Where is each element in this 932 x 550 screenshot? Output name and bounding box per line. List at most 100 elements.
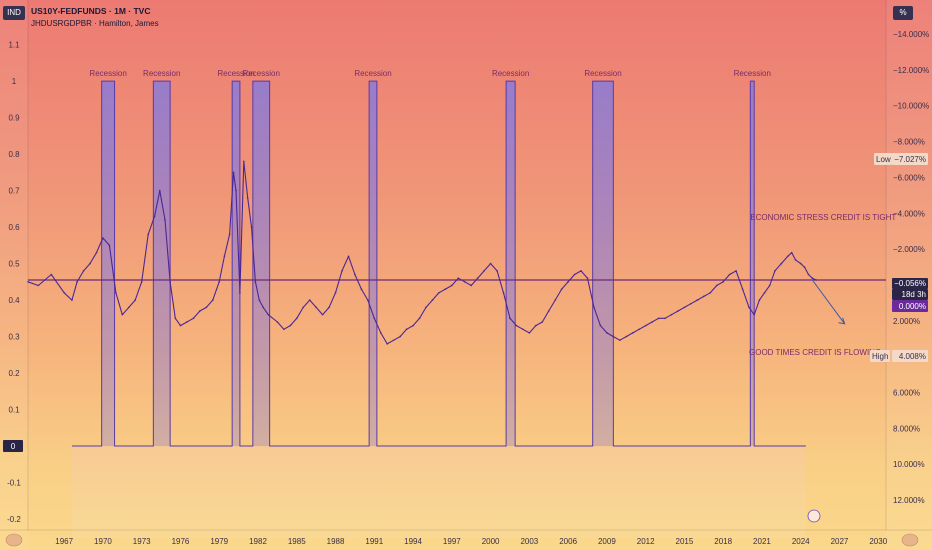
x-tick-label: 1982 (249, 537, 267, 546)
recession-indicator-line (71, 80, 806, 447)
spread-point-38 (254, 280, 257, 283)
recession-bar-1 (101, 81, 115, 447)
spread-point-53 (347, 255, 350, 258)
spread-point-96 (625, 335, 628, 338)
indicator-badge[interactable]: IND (3, 6, 25, 20)
spread-point-52 (341, 269, 343, 272)
spread-point-9 (95, 251, 98, 254)
left-tick-label: 1.1 (8, 41, 20, 50)
left-axis-strip (0, 0, 28, 550)
spread-line (27, 160, 817, 345)
spread-point-91 (593, 306, 595, 309)
percent-scale-badge[interactable]: % (893, 6, 913, 20)
spread-point-113 (735, 269, 738, 272)
x-tick-label: 2006 (559, 537, 577, 546)
spread-point-27 (205, 306, 208, 309)
left-tick-label: 0.8 (8, 150, 20, 159)
recession-label-5: Recession (354, 69, 391, 78)
spread-point-108 (702, 295, 705, 298)
spread-point-48 (315, 306, 318, 309)
high-value: 4.008% (899, 352, 926, 361)
projection-arrow (811, 279, 846, 325)
x-tick-label: 1967 (55, 537, 73, 546)
low-value: −7.027% (894, 155, 926, 164)
spread-point-54 (354, 273, 356, 276)
right-tick-label: −4.000% (893, 209, 925, 218)
spread-point-72 (470, 284, 473, 287)
left-tick-label: -0.2 (7, 515, 21, 524)
recession-bar-2 (153, 81, 171, 447)
spread-point-66 (431, 299, 434, 301)
spread-point-56 (366, 299, 369, 301)
recession-bar-4 (252, 81, 270, 447)
spread-point-69 (450, 284, 453, 287)
spread-point-37 (250, 226, 253, 228)
recession-baseline-area (71, 446, 806, 538)
spread-point-44 (289, 324, 292, 327)
spread-point-5 (71, 299, 73, 301)
recession-bar-3 (232, 81, 240, 447)
spread-point-128 (811, 277, 814, 280)
projection-arrow-head (838, 317, 846, 325)
spread-point-109 (709, 291, 712, 294)
spread-point-126 (803, 266, 806, 269)
spread-point-62 (405, 328, 408, 331)
recession-label-7: Recession (584, 69, 621, 78)
recession-label-3: Recession (217, 69, 254, 78)
spread-point-70 (457, 277, 460, 280)
spread-point-33 (235, 189, 237, 192)
spread-point-129 (815, 279, 818, 281)
x-tick-label: 1976 (172, 537, 190, 546)
spread-point-120 (773, 269, 776, 272)
spread-point-2 (37, 284, 40, 287)
recession-bar-8 (750, 81, 755, 447)
spread-point-19 (158, 189, 161, 192)
chart-subtitle: JHDUSRGDPBR · Hamilton, James (31, 19, 159, 28)
spread-point-40 (262, 306, 265, 309)
spread-point-82 (534, 324, 537, 327)
x-tick-label: 2012 (637, 537, 655, 546)
spread-point-14 (127, 306, 130, 309)
spread-point-84 (547, 310, 550, 312)
zero-value: 0.000% (899, 302, 926, 311)
recession-bar-6 (506, 81, 516, 447)
spread-point-8 (89, 262, 91, 265)
settings-oval-left (5, 533, 23, 547)
spread-point-104 (677, 310, 679, 312)
spread-point-50 (328, 306, 330, 309)
spread-point-21 (169, 280, 172, 283)
spread-point-90 (586, 277, 589, 280)
spread-point-111 (722, 280, 725, 283)
spread-point-57 (373, 317, 376, 320)
spread-point-45 (295, 317, 298, 320)
spread-point-119 (768, 284, 771, 287)
countdown: 18d 3h (902, 290, 926, 299)
high-value-bg (892, 350, 928, 362)
spread-point-18 (153, 215, 156, 218)
right-tick-label: 8.000% (893, 424, 920, 433)
spread-point-110 (715, 284, 718, 287)
spread-point-15 (134, 299, 137, 301)
spread-point-79 (515, 324, 518, 327)
spread-point-100 (651, 321, 654, 323)
spread-point-89 (580, 269, 582, 272)
high-tag-bg (870, 350, 890, 362)
spread-point-17 (147, 233, 150, 236)
spread-point-31 (228, 233, 231, 236)
spread-point-30 (223, 255, 226, 258)
spread-point-41 (267, 313, 270, 316)
spread-point-77 (502, 291, 505, 294)
spread-point-71 (463, 280, 466, 283)
low-value-bg (892, 153, 928, 165)
x-tick-label: 1997 (443, 537, 461, 546)
spread-point-47 (308, 299, 311, 301)
low-tag: Low (876, 155, 891, 164)
spread-point-102 (664, 317, 666, 320)
spread-point-86 (560, 288, 563, 291)
spread-point-85 (554, 299, 557, 301)
x-tick-label: 2024 (792, 537, 810, 546)
spread-point-92 (599, 324, 602, 327)
spread-point-4 (63, 291, 66, 294)
right-tick-label: 10.000% (893, 460, 925, 469)
